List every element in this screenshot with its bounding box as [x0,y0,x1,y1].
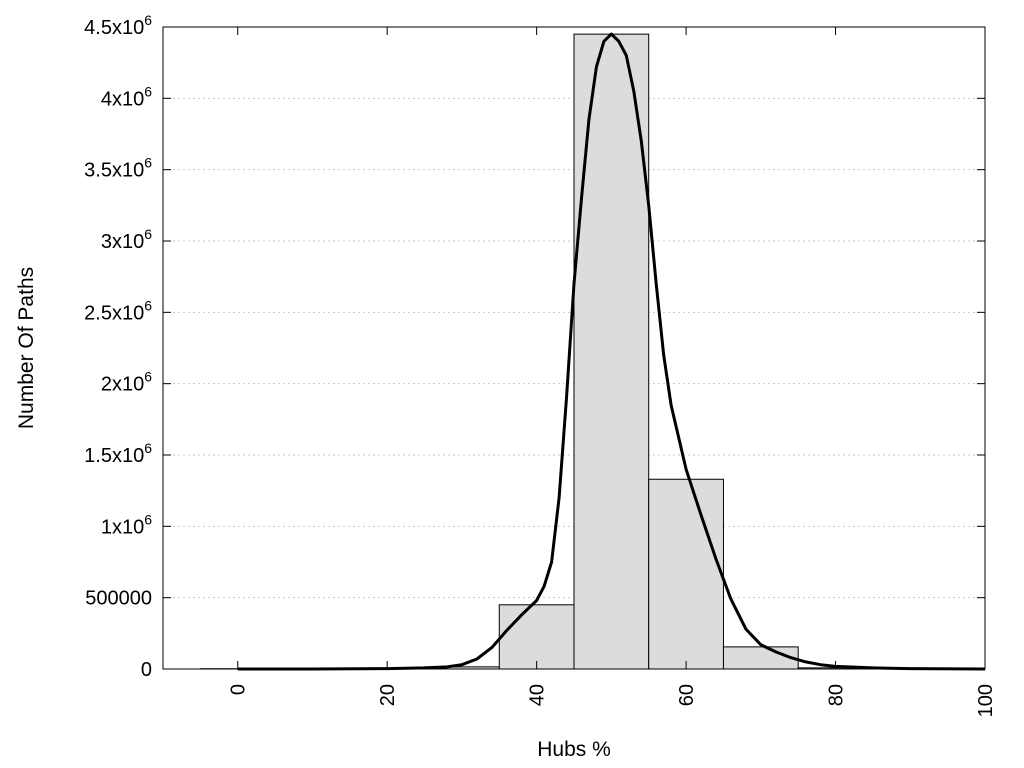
y-tick-label: 3.5x106 [84,155,152,182]
y-tick-label-base: 3x10 [101,231,144,253]
y-tick-label: 4.5x106 [84,12,152,39]
y-tick-label: 3x106 [101,226,152,253]
y-tick-label-exponent: 6 [144,155,152,171]
y-tick-label: 1.5x106 [84,440,152,467]
y-tick-label-base: 1.5x10 [84,445,144,467]
y-tick-label: 2x106 [101,369,152,396]
histogram-bar [498,604,575,670]
y-tick-label-exponent: 6 [144,83,152,99]
y-tick-label-exponent: 6 [144,226,152,242]
y-tick-label: 4x106 [101,83,152,110]
x-axis-label: Hubs % [537,738,611,761]
y-tick-label: 0 [141,659,152,681]
x-tick-label: 0 [228,684,250,695]
x-tick-label: 60 [676,684,698,706]
y-tick-label-base: 3.5x10 [84,160,144,182]
y-tick-label: 1x106 [101,511,152,538]
y-tick-label-exponent: 6 [144,369,152,385]
y-tick-label-base: 2x10 [101,374,144,396]
histogram-bar [648,478,724,670]
y-tick-label: 500000 [85,588,152,610]
y-tick-label-exponent: 6 [144,440,152,456]
x-tick-label: 100 [975,684,997,717]
y-axis: 05000001x1061.5x1062x1062.5x1063x1063.5x… [84,12,985,681]
fit-curve [237,32,986,671]
histogram-bar [573,33,650,670]
y-tick-label-base: 4.5x10 [84,17,144,39]
x-axis: 0 20 40 60 80 100 [228,27,997,717]
x-tick-label: 80 [826,684,848,706]
y-tick-label-base: 1x10 [101,516,144,538]
y-tick-label-exponent: 6 [144,12,152,28]
y-tick-label-base: 4x10 [101,88,144,110]
y-tick-label-base: 2.5x10 [84,302,144,324]
x-tick-label: 20 [377,684,399,706]
histogram-bar [722,646,799,670]
y-tick-label-base: 500000 [85,588,152,610]
y-tick-label-exponent: 6 [144,511,152,527]
x-tick-label: 40 [527,684,549,706]
y-tick-label: 2.5x106 [84,297,152,324]
y-tick-label-base: 0 [141,659,152,681]
y-axis-label: Number Of Paths [15,267,38,429]
y-tick-label-exponent: 6 [144,297,152,313]
plot-frame [162,26,986,670]
bars-layer [199,33,949,670]
